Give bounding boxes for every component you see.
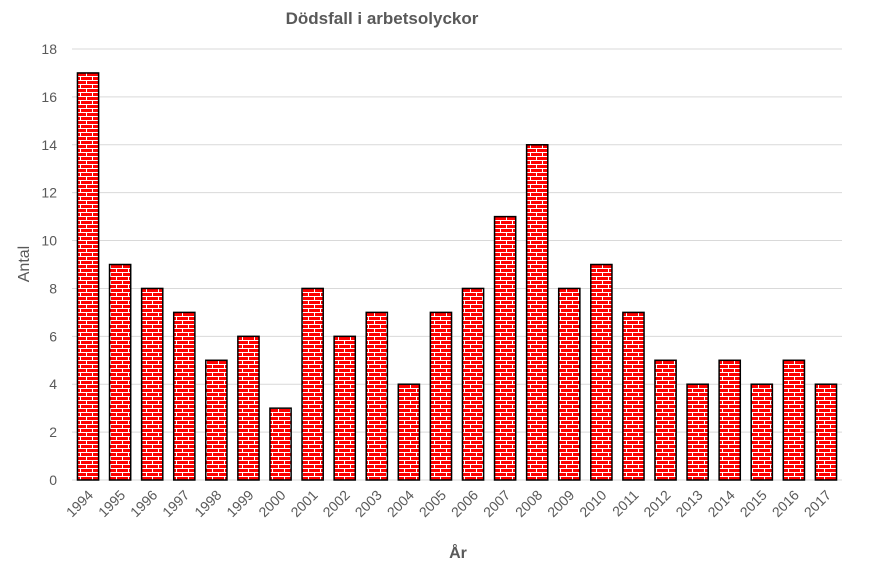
bar-2007 <box>493 215 517 481</box>
x-tick-label: 2017 <box>801 487 834 520</box>
x-tick-label: 2015 <box>737 487 770 520</box>
x-tick-label: 2008 <box>512 487 545 520</box>
x-tick-label: 2013 <box>672 487 705 520</box>
x-tick-label: 2010 <box>576 487 609 520</box>
bar-1994 <box>76 72 100 481</box>
x-axis-title: År <box>449 543 467 562</box>
x-tick-label: 1999 <box>223 487 256 520</box>
x-tick-label: 2001 <box>287 487 320 520</box>
x-tick-label: 2006 <box>448 487 481 520</box>
bar-2011 <box>622 311 645 481</box>
bar-1995 <box>108 263 132 481</box>
x-tick-label: 2005 <box>416 487 449 520</box>
bar-2012 <box>654 359 677 481</box>
x-tick-label: 2004 <box>384 487 417 520</box>
x-tick-label: 2009 <box>544 487 577 520</box>
gridlines <box>72 48 842 481</box>
y-axis-ticks: 0 2 4 6 8 10 12 14 16 18 <box>41 41 57 488</box>
bar-2009 <box>557 287 581 481</box>
y-tick-label: 16 <box>41 89 57 105</box>
y-tick-label: 14 <box>41 137 57 153</box>
y-tick-label: 12 <box>41 185 57 201</box>
x-tick-label: 1994 <box>63 487 96 520</box>
x-tick-label: 2000 <box>255 487 288 520</box>
x-tick-label: 2011 <box>609 487 642 520</box>
x-tick-label: 1997 <box>159 487 192 520</box>
x-tick-label: 1995 <box>95 487 128 520</box>
bar-2008 <box>525 144 549 481</box>
bar-2002 <box>333 335 357 481</box>
bar-2005 <box>429 311 453 481</box>
bar-2017 <box>814 383 838 481</box>
x-tick-label: 2002 <box>319 487 352 520</box>
bar-1998 <box>205 359 228 481</box>
bar-2006 <box>461 287 485 481</box>
y-tick-label: 2 <box>49 424 57 440</box>
y-tick-label: 4 <box>49 376 57 392</box>
bar-2015 <box>750 383 774 481</box>
x-tick-label: 1998 <box>191 487 224 520</box>
x-tick-label: 2016 <box>769 487 802 520</box>
bar-1999 <box>237 335 260 481</box>
y-tick-label: 18 <box>41 41 57 57</box>
y-tick-label: 0 <box>49 472 57 488</box>
y-tick-label: 6 <box>49 328 57 344</box>
bar-2000 <box>269 407 292 481</box>
bar-2014 <box>718 359 742 481</box>
x-tick-label: 2014 <box>704 487 737 520</box>
bars <box>76 72 838 481</box>
y-axis-title: Antal <box>16 246 33 282</box>
bar-2004 <box>397 383 421 481</box>
bar-2013 <box>686 383 709 481</box>
bar-2003 <box>365 311 389 481</box>
x-tick-label: 1996 <box>127 487 160 520</box>
bar-2016 <box>782 359 806 481</box>
x-tick-label: 2007 <box>480 487 513 520</box>
bar-1997 <box>172 311 196 481</box>
x-axis-ticks: 1994199519961997199819992000200120022003… <box>63 487 834 520</box>
chart-title: Dödsfall i arbetsolyckor <box>286 9 479 28</box>
y-tick-label: 10 <box>41 233 57 249</box>
bar-2001 <box>301 287 324 481</box>
x-tick-label: 2012 <box>640 487 673 520</box>
bar-1996 <box>140 287 164 481</box>
x-tick-label: 2003 <box>352 487 385 520</box>
y-tick-label: 8 <box>49 280 57 296</box>
bar-2010 <box>590 263 613 481</box>
